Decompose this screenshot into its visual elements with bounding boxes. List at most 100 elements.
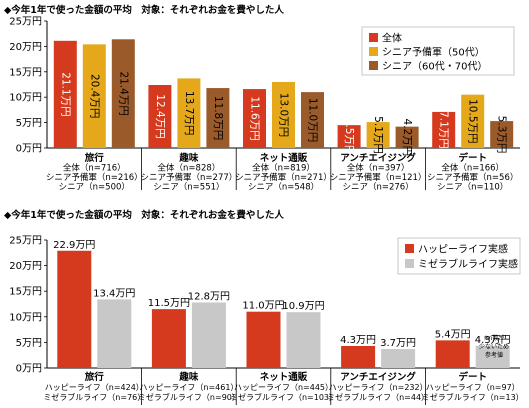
bar [57, 250, 92, 368]
bar [381, 349, 416, 368]
legend-label: シニア（60代・70代） [382, 61, 487, 73]
legend-swatch [369, 61, 378, 70]
chart-1-title: ◆今年1年で使った金額の平均 対象：それぞれお金を費やした人 [4, 5, 284, 16]
legend-label: シニア予備軍（50代） [382, 46, 485, 59]
category-label: アンチエイジング [340, 371, 416, 383]
y-tick-label: 0万円 [16, 144, 42, 155]
sample-size-label: シニア（n=110） [437, 182, 508, 193]
bar [337, 125, 361, 148]
bar [151, 309, 186, 368]
bar [272, 81, 295, 148]
sample-size-label: ミゼラブルライフ（n=90） [138, 392, 240, 402]
bar [435, 340, 470, 368]
bar [53, 40, 77, 149]
bar-value-label: 11.0万円 [242, 301, 284, 312]
sample-size-label: 全体（n=819） [252, 163, 315, 174]
bar-value-label: 4.2万円 [401, 118, 413, 156]
sample-size-label: シニア予備軍（n=277） [141, 172, 238, 183]
sample-size-label: ハッピーライフ（n=97） [426, 383, 520, 392]
bar [301, 92, 324, 148]
sample-size-label: ミゼラブルライフ（n=76） [43, 392, 145, 402]
bar-value-label: 21.1万円 [59, 72, 71, 116]
bar-value-label: 13.4万円 [93, 288, 135, 299]
legend-swatch [369, 33, 378, 42]
bar [82, 44, 106, 149]
bar-value-label: 22.9万円 [53, 240, 95, 251]
y-tick-label: 0万円 [16, 364, 42, 375]
legend-label: 全体 [382, 32, 402, 45]
y-tick-label: 20万円 [9, 42, 42, 53]
bar-value-label: 5.3万円 [496, 116, 508, 154]
y-tick-label: 25万円 [9, 236, 42, 247]
bar-value-label: 21.4万円 [117, 71, 129, 115]
bar-value-label: 7.1万円 [438, 111, 450, 149]
bar [475, 345, 510, 368]
sample-size-label: 全体（n=716） [63, 163, 126, 174]
bar [177, 78, 201, 148]
sample-size-label: シニア予備軍（n=56） [427, 172, 518, 183]
sample-size-label: 全体（n=397） [347, 163, 410, 174]
legend-label: ハッピーライフ実感 [418, 243, 508, 256]
sample-size-label: シニア予備軍（n=271） [235, 172, 332, 183]
sample-size-label: ハッピーライフ（n=461） [139, 383, 238, 392]
y-tick-label: 15万円 [9, 67, 42, 78]
bar-value-label: 3.7万円 [380, 338, 416, 349]
reference-note: 少ないため [479, 344, 509, 351]
bar [97, 299, 132, 368]
sample-size-label: ミゼラブルライフ（n=103） [230, 392, 337, 402]
sample-size-label: シニア予備軍（n=121） [330, 172, 427, 183]
bar [395, 126, 419, 148]
sample-size-label: シニア予備軍（n=216） [46, 172, 143, 183]
category-label: 旅行 [85, 152, 105, 164]
legend-label: ミゼラブルライフ実感 [418, 258, 518, 271]
legend-swatch [369, 47, 378, 56]
y-tick-label: 25万円 [9, 17, 42, 28]
y-tick-label: 5万円 [16, 118, 42, 129]
legend-swatch [405, 244, 414, 253]
chart-2-title: ◆今年1年で使った金額の平均 対象：それぞれお金を費やした人 [4, 210, 284, 221]
bar-value-label: 5.1万円 [372, 116, 384, 154]
category-label: 旅行 [85, 371, 105, 383]
bar-value-label: 4.5万円 [343, 118, 355, 156]
bar-value-label: 11.8万円 [212, 96, 224, 140]
bar [111, 39, 135, 149]
sample-size-label: 全体（n=166） [441, 163, 504, 174]
category-label: ネット通販 [260, 152, 308, 164]
reference-note: 参考値 [485, 351, 503, 359]
sample-size-label: ハッピーライフ（n=424） [45, 383, 144, 392]
legend-box [397, 237, 521, 275]
bar [432, 111, 456, 148]
sample-size-label: ハッピーライフ（n=232） [329, 383, 428, 392]
category-label: ネット通販 [260, 371, 308, 383]
category-label: 趣味 [178, 371, 199, 383]
sample-size-label: ミゼラブルライフ（n=44） [327, 392, 429, 402]
bar-value-label: 4.3万円 [475, 335, 511, 346]
bar [461, 94, 485, 148]
category-label: デート [458, 371, 487, 383]
y-tick-label: 10万円 [9, 93, 42, 104]
bar [243, 89, 266, 148]
bar [148, 85, 172, 148]
bar [246, 311, 281, 368]
bar-value-label: 11.5万円 [148, 298, 190, 309]
y-tick-label: 15万円 [9, 287, 42, 298]
legend-box [361, 26, 515, 76]
category-label: デート [458, 152, 487, 164]
bar-value-label: 10.5万円 [467, 99, 479, 143]
bar [206, 88, 230, 148]
legend-swatch [405, 259, 414, 268]
sample-size-label: ハッピーライフ（n=445） [234, 383, 333, 392]
y-tick-label: 20万円 [9, 261, 42, 272]
bar [191, 302, 226, 368]
chart-1: 0万円 5万円 10万円 15万円 20万円 25万円 21.1万円 20.4万円 21.4万円… [9, 17, 520, 193]
y-tick-label: 5万円 [16, 338, 42, 349]
bar [286, 312, 321, 368]
sample-size-label: ミゼラブルライフ（n=13） [422, 392, 524, 402]
sample-size-label: シニア（n=500） [59, 182, 130, 193]
bar [366, 122, 390, 148]
bar-value-label: 12.8万円 [188, 291, 230, 302]
bar [341, 345, 376, 368]
bar-value-label: 4.3万円 [340, 335, 376, 346]
sample-size-label: シニア（n=548） [248, 182, 319, 193]
